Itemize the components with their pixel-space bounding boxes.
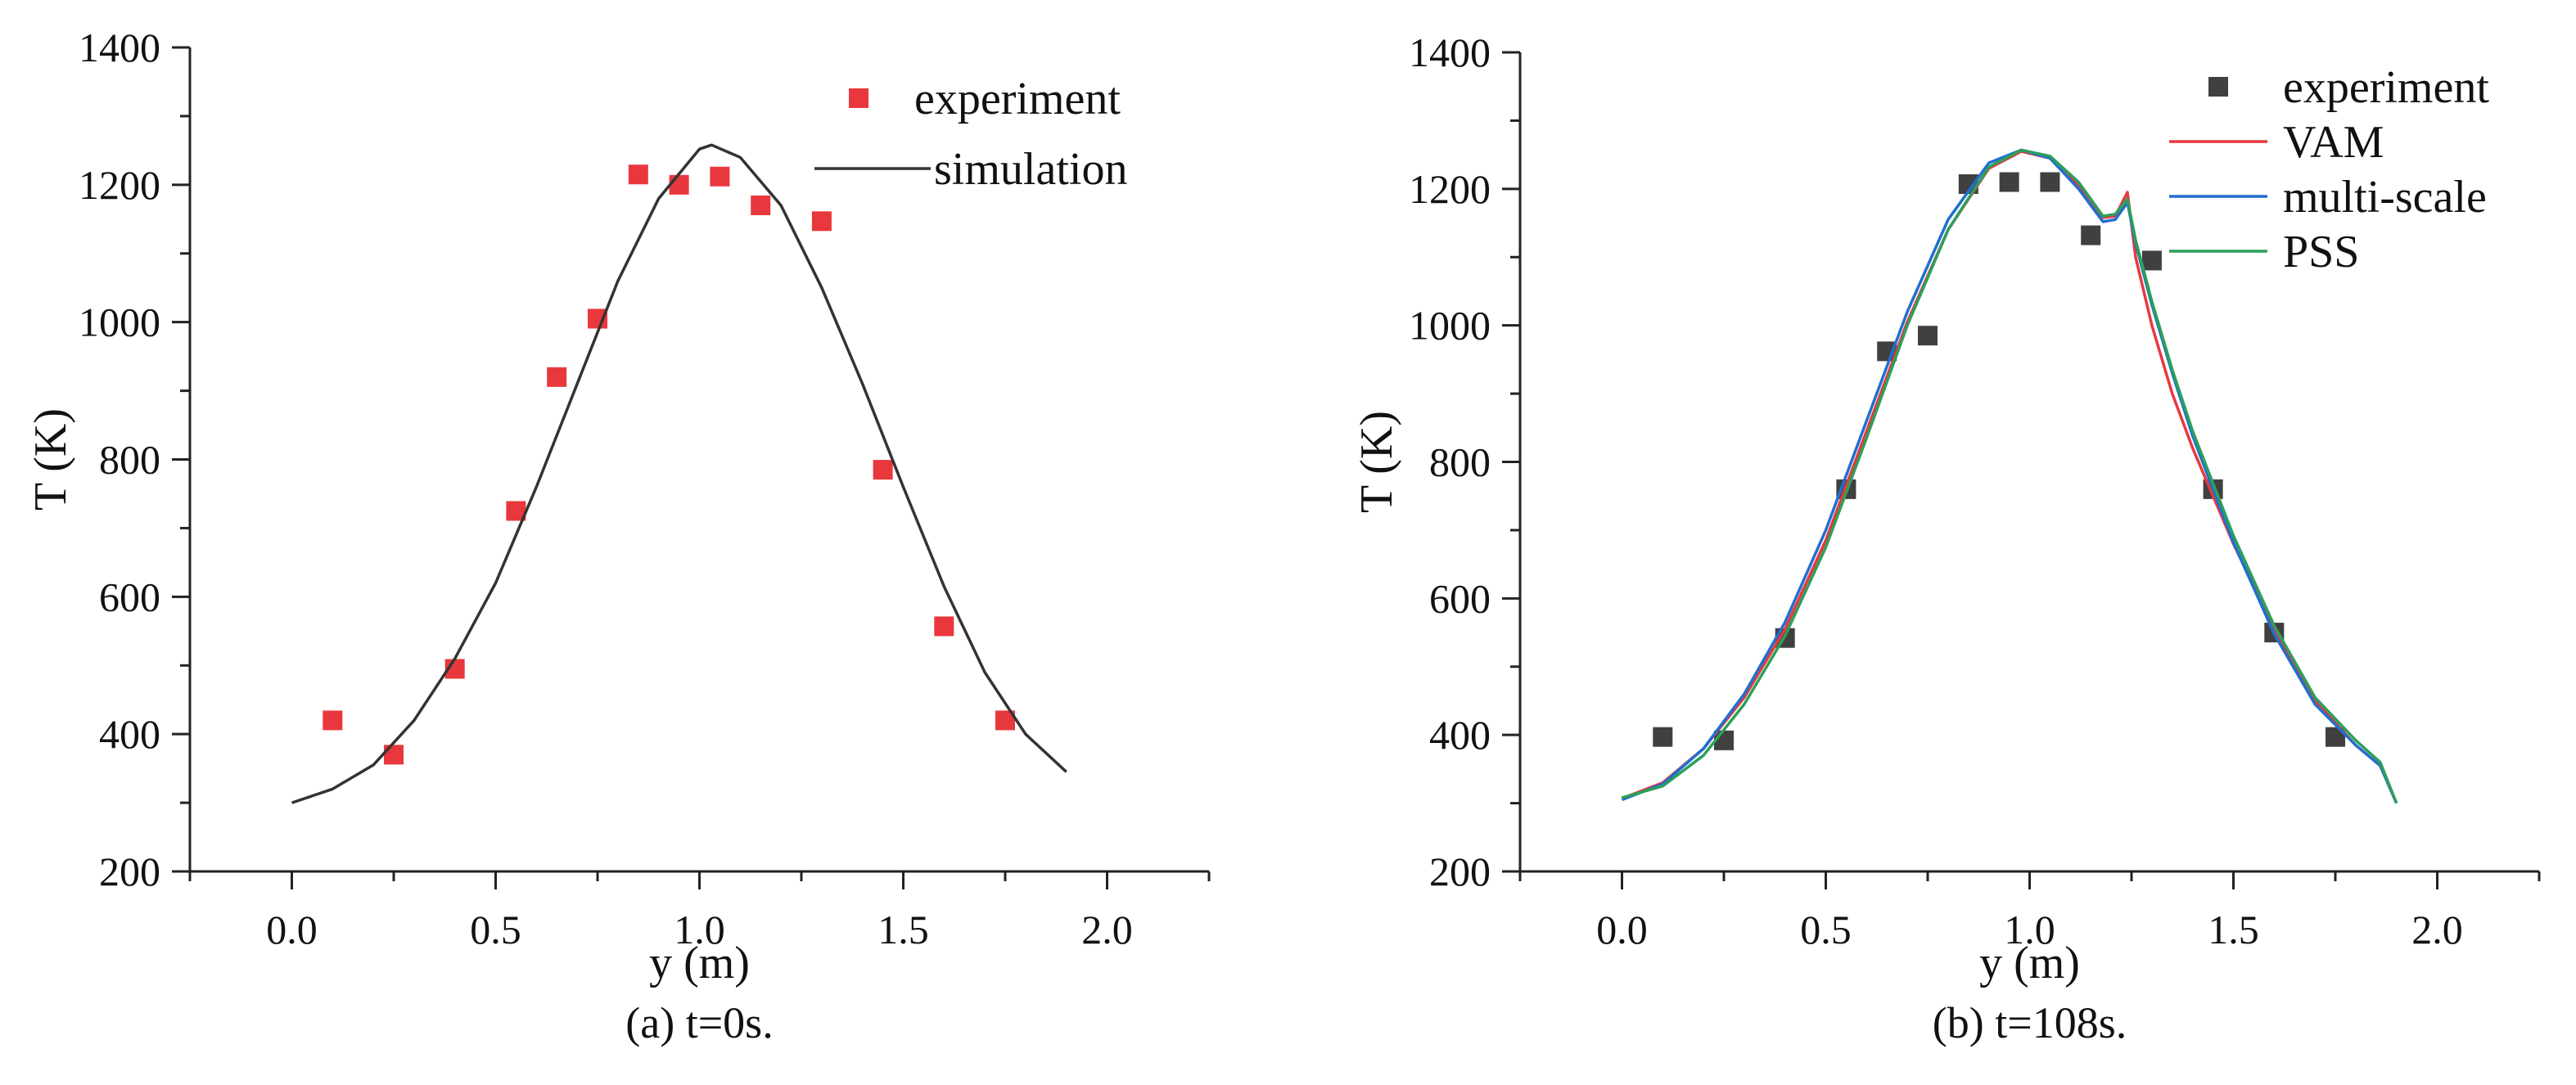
x-tick-label: 0.5 — [470, 907, 521, 952]
chart-caption: (b) t=108s. — [1933, 998, 2127, 1047]
x-tick-label: 1.5 — [877, 907, 929, 952]
y-tick-label: 800 — [99, 437, 160, 483]
x-tick-label: 1.0 — [2004, 907, 2055, 952]
data-point — [873, 460, 893, 480]
y-tick-label: 200 — [99, 849, 160, 894]
legend-label-vam: VAM — [2283, 117, 2384, 168]
series-line-multi-scale — [1621, 148, 2398, 804]
x-tick-label: 2.0 — [1081, 907, 1133, 952]
x-axis-title: y (m) — [1979, 938, 2080, 988]
y-tick-label: 1000 — [1409, 303, 1491, 349]
data-point — [669, 174, 689, 195]
data-point — [1918, 326, 1938, 346]
legend-marker-experiment — [2208, 77, 2228, 97]
y-tick-label: 400 — [99, 711, 160, 757]
data-point — [1714, 730, 1734, 750]
data-point — [323, 710, 343, 731]
data-point — [384, 745, 404, 765]
y-tick-label: 600 — [99, 574, 160, 619]
legend-label-simulation: simulation — [934, 144, 1127, 195]
y-tick-label: 1200 — [79, 162, 160, 208]
data-point — [2040, 172, 2060, 192]
legend-label-experiment: experiment — [2283, 62, 2489, 113]
data-point — [547, 367, 567, 387]
x-axis-title: y (m) — [649, 938, 750, 988]
y-tick-label: 600 — [1429, 575, 1491, 621]
y-axis-title: T (K) — [25, 408, 76, 511]
legend-label-multi-scale: multi-scale — [2283, 172, 2487, 223]
series-points-experiment — [323, 164, 1015, 765]
data-point — [2141, 250, 2162, 271]
legend-label-experiment: experiment — [914, 74, 1121, 124]
data-point — [811, 211, 832, 232]
y-tick-label: 1200 — [1409, 166, 1491, 212]
series-line-simulation — [291, 143, 1067, 804]
series-line-vam — [1621, 150, 2398, 804]
data-point — [710, 166, 730, 187]
data-point — [1999, 172, 2019, 192]
series-line-pss — [1622, 148, 2398, 804]
legend-label-pss: PSS — [2283, 227, 2359, 277]
y-tick-label: 1000 — [79, 299, 160, 345]
y-tick-label: 800 — [1429, 439, 1491, 485]
x-tick-label: 1.5 — [2208, 907, 2259, 952]
x-tick-label: 0.5 — [1800, 907, 1852, 952]
data-point — [751, 196, 771, 216]
x-tick-label: 0.0 — [266, 907, 318, 952]
y-tick-label: 400 — [1429, 712, 1491, 758]
x-tick-label: 2.0 — [2411, 907, 2463, 952]
y-tick-label: 1400 — [79, 25, 160, 70]
x-tick-label: 1.0 — [674, 907, 725, 952]
y-axis-title: T (K) — [1351, 411, 1402, 513]
legend: experiment simulation — [814, 74, 1127, 195]
series-points-experiment — [1653, 172, 2345, 750]
legend-marker-experiment — [849, 88, 868, 108]
chart-caption: (a) t=0s. — [625, 998, 773, 1047]
y-tick-label: 1400 — [1409, 29, 1491, 75]
data-point — [934, 616, 954, 637]
y-tick-label: 200 — [1429, 849, 1491, 894]
data-point — [628, 164, 648, 185]
data-point — [2081, 225, 2101, 245]
chart-panel-a: 0.0 0.5 1.0 1.5 2.0 200 400 600 800 1000 1200 1400 y… — [25, 25, 1211, 1047]
data-point — [1653, 727, 1673, 747]
x-tick-label: 0.0 — [1596, 907, 1648, 952]
chart-panel-b: 0.0 0.5 1.0 1.5 2.0 200 400 600 800 1000 1200 1400 y… — [1351, 29, 2541, 1047]
